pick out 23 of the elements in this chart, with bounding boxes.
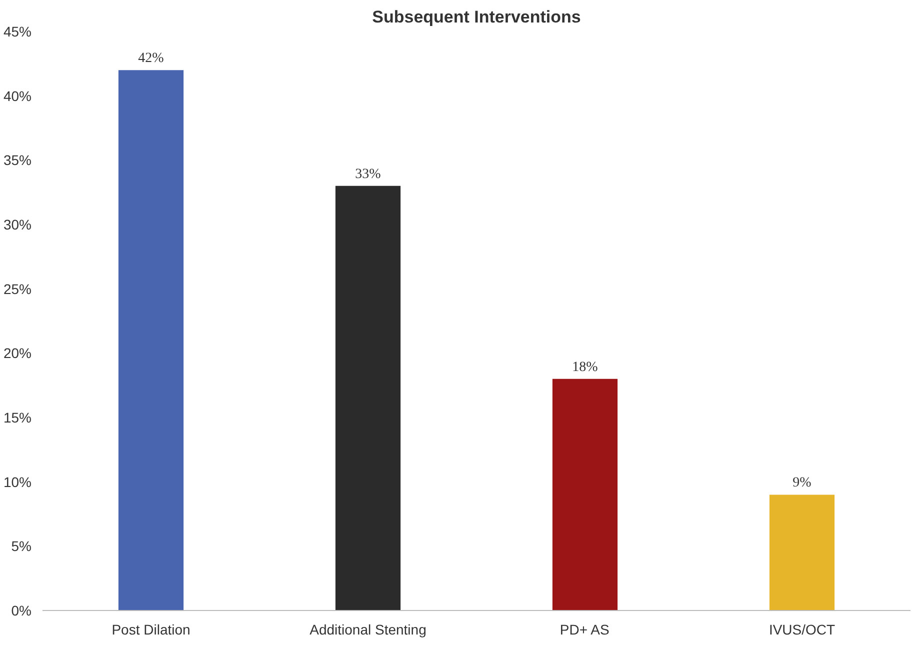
bar bbox=[335, 186, 401, 610]
data-label: 18% bbox=[572, 360, 598, 375]
y-tick-label: 20% bbox=[3, 345, 32, 362]
y-tick-label: 30% bbox=[3, 216, 32, 232]
y-tick-label: 5% bbox=[11, 538, 32, 554]
data-label: 33% bbox=[355, 166, 382, 182]
y-tick-label: 25% bbox=[3, 280, 32, 297]
x-tick-label: Post Dilation bbox=[112, 622, 190, 638]
data-label: 42% bbox=[138, 51, 164, 66]
y-tick-label: 15% bbox=[3, 410, 32, 426]
y-tick-label: 40% bbox=[3, 88, 32, 104]
bar bbox=[552, 378, 618, 610]
chart-title: Subsequent Interventions bbox=[372, 8, 581, 26]
y-tick-label: 0% bbox=[11, 602, 32, 618]
y-tick-label: 45% bbox=[3, 24, 32, 40]
x-tick-label: Additional Stenting bbox=[310, 622, 426, 638]
x-tick-label: PD+ AS bbox=[560, 622, 610, 638]
y-tick-label: 10% bbox=[3, 474, 32, 490]
y-tick-label: 35% bbox=[3, 152, 32, 168]
bar bbox=[118, 70, 184, 610]
data-label: 9% bbox=[792, 476, 812, 491]
bar bbox=[769, 494, 835, 610]
x-tick-label: IVUS/OCT bbox=[768, 622, 836, 638]
